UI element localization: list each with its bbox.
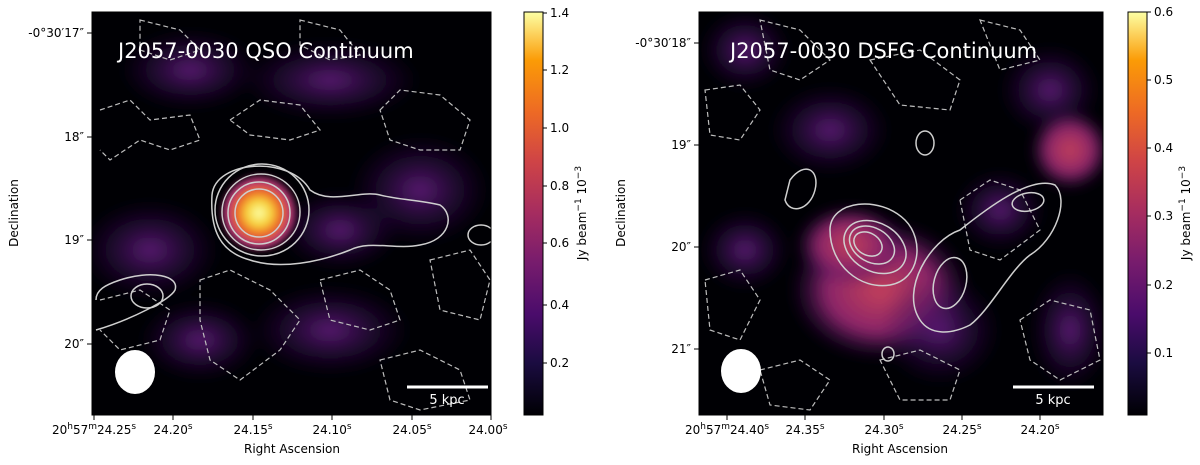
qso-axes-frame bbox=[91, 11, 492, 416]
dsfg-panel: 5 kpc J2057-0030 DSFG Continuum -0°30′18… bbox=[614, 5, 1193, 456]
qso-colorbar-ticklabels: 0.2 0.4 0.6 0.8 1.0 1.2 1.4 bbox=[550, 6, 569, 370]
dsfg-ytick-label: 20″ bbox=[671, 240, 691, 254]
dsfg-x-ticklabels: 20h57m24.40s 24.35s 24.30s 24.25s 24.20s bbox=[685, 422, 1060, 437]
dsfg-colorbar-ticklabels: 0.1 0.2 0.3 0.4 0.5 0.6 bbox=[1154, 5, 1173, 360]
dsfg-colorbar-label: Jy beam−1 10−3 bbox=[1178, 166, 1193, 261]
dsfg-xtick-label: 24.20s bbox=[1020, 422, 1059, 437]
qso-y-tickmarks bbox=[87, 32, 92, 345]
qso-cbar-tick: 0.8 bbox=[550, 179, 569, 193]
qso-y-ticklabels: -0°30′17″ 18″ 19″ 20″ bbox=[28, 26, 84, 351]
qso-cbar-tick: 1.0 bbox=[550, 121, 569, 135]
qso-cbar-tick: 1.2 bbox=[550, 63, 569, 77]
qso-xtick-label: 24.05s bbox=[392, 422, 431, 437]
dsfg-colorbar-gradient bbox=[1127, 11, 1148, 416]
dsfg-cbar-tick: 0.4 bbox=[1154, 141, 1173, 155]
qso-ytick-label: 20″ bbox=[64, 337, 84, 351]
qso-cbar-tick: 0.4 bbox=[550, 298, 569, 312]
qso-scalebar-label: 5 kpc bbox=[429, 393, 464, 408]
qso-x-tickmarks bbox=[93, 415, 492, 420]
qso-cbar-tick: 0.6 bbox=[550, 236, 569, 250]
qso-xtick-label: 24.20s bbox=[153, 422, 192, 437]
dsfg-image: 5 kpc J2057-0030 DSFG Continuum bbox=[699, 12, 1103, 415]
qso-emission bbox=[92, 30, 490, 380]
dsfg-cbar-tick: 0.5 bbox=[1154, 73, 1173, 87]
qso-ytick-label: 19″ bbox=[64, 233, 84, 247]
dsfg-x-axis-label: Right Ascension bbox=[852, 442, 948, 456]
qso-positive-contours bbox=[95, 163, 491, 331]
dsfg-ytick-label: 21″ bbox=[671, 342, 691, 356]
dsfg-positive-contours bbox=[784, 130, 1062, 362]
dsfg-colorbar: 0.1 0.2 0.3 0.4 0.5 0.6 Jy beam−1 10−3 bbox=[1127, 5, 1193, 416]
qso-image: 5 kpc J2057-0030 QSO Continuum bbox=[92, 12, 491, 415]
qso-beam-ellipse bbox=[115, 350, 155, 394]
dsfg-ytick-label: 19″ bbox=[671, 138, 691, 152]
dsfg-scalebar-label: 5 kpc bbox=[1035, 393, 1070, 408]
dsfg-beam-ellipse bbox=[721, 349, 761, 393]
qso-xtick-label: 24.10s bbox=[312, 422, 351, 437]
dsfg-cbar-tick: 0.1 bbox=[1154, 346, 1173, 360]
dsfg-xtick-label: 24.30s bbox=[864, 422, 903, 437]
qso-xtick-label: 24.15s bbox=[233, 422, 272, 437]
dsfg-axes-frame bbox=[698, 11, 1104, 416]
dsfg-xtick-label: 24.25s bbox=[942, 422, 981, 437]
qso-xtick-label: 24.00s bbox=[468, 422, 507, 437]
qso-xtick-label: 20h57m24.25s bbox=[52, 422, 136, 437]
qso-ytick-label: 18″ bbox=[64, 130, 84, 144]
dsfg-ytick-label: -0°30′18″ bbox=[635, 36, 691, 50]
qso-core bbox=[219, 173, 299, 253]
dsfg-y-axis-label: Declination bbox=[614, 179, 628, 247]
dsfg-y-tickmarks bbox=[694, 42, 699, 350]
qso-colorbar-gradient bbox=[523, 11, 544, 416]
dsfg-panel-title: J2057-0030 DSFG Continuum bbox=[728, 39, 1037, 63]
qso-panel-title: J2057-0030 QSO Continuum bbox=[116, 39, 414, 63]
dsfg-xtick-label: 20h57m24.40s bbox=[685, 422, 769, 437]
qso-negative-contours bbox=[99, 19, 491, 411]
dsfg-negative-contours bbox=[704, 19, 1101, 411]
dsfg-x-tickmarks bbox=[726, 415, 1041, 420]
qso-colorbar: 0.2 0.4 0.6 0.8 1.0 1.2 1.4 Jy beam−1 10… bbox=[523, 6, 589, 416]
dsfg-cbar-tick: 0.6 bbox=[1154, 5, 1173, 19]
qso-colorbar-label: Jy beam−1 10−3 bbox=[574, 166, 589, 261]
qso-x-axis-label: Right Ascension bbox=[244, 442, 340, 456]
dsfg-y-ticklabels: -0°30′18″ 19″ 20″ 21″ bbox=[635, 36, 691, 356]
qso-x-ticklabels: 20h57m24.25s 24.20s 24.15s 24.10s 24.05s… bbox=[52, 422, 508, 437]
dsfg-xtick-label: 24.35s bbox=[785, 422, 824, 437]
dsfg-cbar-tick: 0.3 bbox=[1154, 209, 1173, 223]
qso-ytick-label: -0°30′17″ bbox=[28, 26, 84, 40]
qso-cbar-tick: 0.2 bbox=[550, 356, 569, 370]
qso-panel: 5 kpc J2057-0030 QSO Continuum -0°30′17″… bbox=[7, 6, 589, 456]
qso-y-axis-label: Declination bbox=[7, 179, 21, 247]
qso-cbar-tick: 1.4 bbox=[550, 6, 569, 20]
dsfg-cbar-tick: 0.2 bbox=[1154, 278, 1173, 292]
